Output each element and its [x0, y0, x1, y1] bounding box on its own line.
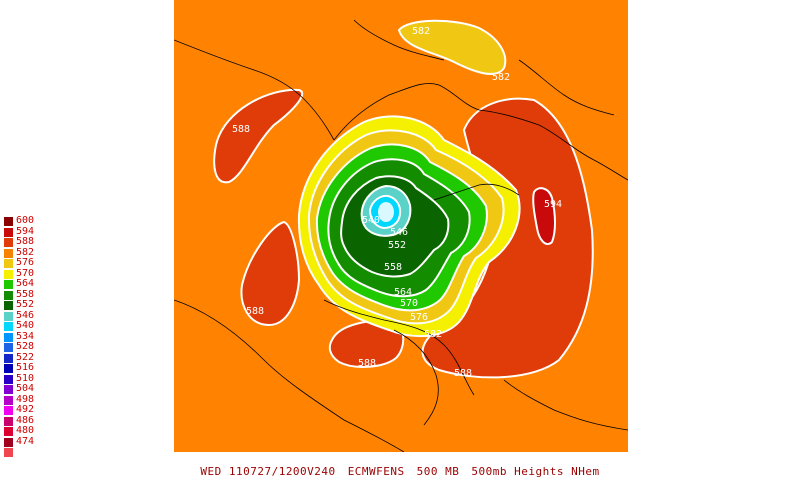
legend-item: 534 [2, 330, 42, 343]
legend-swatch [4, 416, 13, 426]
legend-label: 516 [16, 362, 35, 373]
legend-item: 528 [2, 341, 42, 353]
coastlines [174, 19, 628, 452]
contour-label-570: 570 [400, 298, 418, 309]
legend-item: 600 [2, 215, 42, 227]
legend-item: 498 [2, 393, 42, 406]
legend-item: 594 [2, 225, 42, 238]
legend-item: 582 [2, 246, 42, 259]
legend-item: 486 [2, 414, 42, 427]
map-caption: WED 110727/1200V240 ECMWFENS 500 MB 500mb H… [0, 465, 800, 478]
ridge-582-siberia [397, 19, 507, 76]
legend-label: 510 [16, 372, 35, 384]
legend-label: 570 [16, 267, 35, 279]
legend-item: 576 [2, 257, 42, 269]
legend-swatch [4, 385, 13, 394]
legend-label: 540 [16, 320, 35, 331]
caption-level: 500 MB [416, 465, 460, 478]
legend-swatch [4, 290, 13, 300]
legend-label: 576 [16, 257, 35, 268]
legend-item: 492 [2, 404, 42, 416]
contour-label-576: 576 [410, 312, 428, 323]
legend-swatch [4, 259, 13, 268]
contour-label-588: 588 [454, 368, 472, 379]
ridge-588-pacific [240, 220, 301, 327]
legend-swatch [4, 217, 13, 226]
legend-label: 594 [16, 225, 35, 237]
legend-item: 522 [2, 351, 42, 364]
caption-model: ECMWFENS [347, 465, 405, 478]
legend-swatch [4, 301, 13, 310]
legend-swatch [4, 374, 13, 384]
legend-swatch [4, 248, 13, 258]
legend-item: 564 [2, 278, 42, 290]
legend-label: 474 [16, 435, 35, 447]
legend-item: 516 [2, 362, 42, 374]
legend-label: 552 [16, 299, 35, 310]
legend-label: 504 [16, 383, 35, 394]
legend-swatch [4, 364, 13, 373]
legend-label: 534 [16, 330, 35, 342]
contour-label-564: 564 [394, 287, 412, 298]
legend-swatch [4, 280, 13, 289]
legend-swatch [4, 437, 13, 447]
ridge-594-asia [532, 187, 556, 246]
legend-swatch [4, 238, 13, 247]
legend-label: 600 [16, 215, 35, 226]
contour-label-552: 552 [388, 240, 406, 251]
legend-swatch [4, 322, 13, 331]
legend-label: 528 [16, 341, 35, 352]
legend-label: 486 [16, 414, 35, 426]
legend-item: 552 [2, 299, 42, 311]
vortex-core [378, 202, 394, 222]
contour-label-582: 582 [424, 329, 442, 340]
legend-item: 546 [2, 309, 42, 322]
legend-swatch [4, 332, 13, 342]
legend-label: 546 [16, 309, 35, 321]
legend-item: 558 [2, 288, 42, 301]
legend-item: 588 [2, 236, 42, 248]
legend-label: 522 [16, 351, 35, 363]
legend-label: 582 [16, 246, 35, 258]
legend-swatch [4, 395, 13, 405]
legend-label: 558 [16, 288, 35, 300]
legend-label: 564 [16, 278, 35, 289]
contour-label-588: 588 [246, 306, 264, 317]
legend-swatch [4, 227, 13, 237]
legend-swatch [4, 427, 13, 436]
ridge-588-atlantic [213, 88, 304, 184]
contour-label-558: 558 [384, 262, 402, 273]
caption-date: WED 110727/1200V240 [200, 465, 336, 478]
contour-label-588: 588 [232, 124, 250, 135]
legend-item: 474 [2, 435, 42, 448]
contour-label-588: 588 [358, 358, 376, 369]
color-legend: 600 594 588 582 576 570 564 558 552 546 540 534 528 5… [2, 215, 42, 458]
contour-label-546: 546 [390, 227, 408, 238]
contour-label-582: 582 [412, 26, 430, 37]
legend-swatch [4, 343, 13, 352]
legend-item: 540 [2, 320, 42, 332]
legend-swatch [4, 353, 13, 363]
legend-swatch [4, 311, 13, 321]
legend-item: 570 [2, 267, 42, 280]
legend-label: 480 [16, 425, 35, 436]
legend-label: 492 [16, 404, 35, 415]
legend-swatch [4, 269, 13, 279]
contour-label-594: 594 [544, 199, 562, 210]
legend-item [2, 447, 42, 458]
legend-swatch [4, 448, 13, 457]
contour-label-540: 540 [362, 215, 380, 226]
legend-swatch [4, 406, 13, 415]
caption-field: 500mb Heights NHem [471, 465, 600, 478]
legend-item: 504 [2, 383, 42, 395]
legend-item: 510 [2, 372, 42, 385]
contour-label-582: 582 [492, 72, 510, 83]
legend-item: 480 [2, 425, 42, 437]
legend-label: 498 [16, 393, 35, 405]
legend-label: 588 [16, 236, 35, 247]
